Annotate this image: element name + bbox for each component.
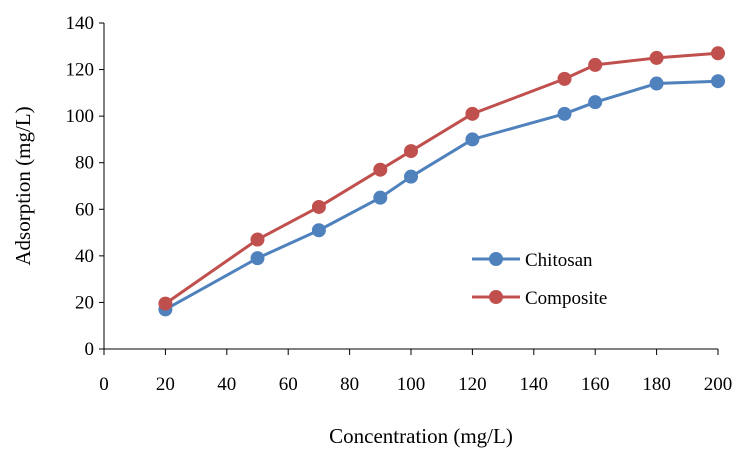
- data-point: [649, 76, 664, 91]
- legend: Chitosan Composite: [472, 250, 607, 309]
- x-tick-label: 120: [458, 374, 487, 395]
- data-point: [465, 132, 480, 147]
- data-point: [711, 74, 725, 89]
- data-point: [557, 106, 572, 121]
- x-tick-label: 180: [642, 374, 671, 395]
- x-tick-label: 100: [397, 374, 426, 395]
- data-point: [373, 190, 388, 205]
- axes: 0 20 40 60 80 100 120 140 0 20 40 60 80 100 120 140 160 1…: [66, 13, 733, 395]
- y-tick-label: 120: [66, 60, 95, 81]
- data-point: [465, 106, 480, 121]
- data-point: [588, 95, 603, 110]
- y-tick-label: 80: [75, 153, 94, 174]
- data-point: [250, 251, 265, 266]
- data-point: [404, 169, 418, 184]
- y-tick-label: 20: [75, 292, 94, 313]
- x-tick-label: 40: [217, 374, 236, 395]
- data-point: [711, 46, 725, 61]
- legend-marker: [489, 290, 503, 304]
- data-point: [404, 144, 418, 159]
- series-line: [164, 79, 719, 311]
- x-tick-label: 60: [279, 374, 298, 395]
- data-point: [373, 162, 388, 177]
- y-tick-label: 140: [66, 13, 95, 34]
- x-tick-label: 140: [520, 374, 549, 395]
- x-tick-label: 0: [99, 374, 109, 395]
- data-point: [588, 57, 603, 72]
- y-tick-label: 0: [85, 339, 95, 360]
- x-tick-label: 20: [156, 374, 175, 395]
- y-tick-label: 100: [66, 106, 95, 127]
- series-line: [164, 51, 719, 305]
- y-axis-title: Adsorption (mg/L): [11, 106, 35, 265]
- x-tick-label: 80: [340, 374, 359, 395]
- series-chitosan: [158, 74, 725, 317]
- data-point: [557, 71, 572, 86]
- series-composite: [158, 46, 725, 311]
- series-group: [158, 46, 725, 317]
- legend-item: Composite: [472, 288, 607, 309]
- legend-item: Chitosan: [472, 250, 593, 271]
- y-tick-label: 60: [75, 199, 94, 220]
- legend-marker: [489, 252, 503, 266]
- x-axis-title: Concentration (mg/L): [329, 424, 513, 448]
- legend-label: Composite: [525, 288, 607, 309]
- legend-label: Chitosan: [525, 250, 593, 271]
- data-point: [311, 199, 326, 214]
- data-point: [311, 223, 326, 238]
- data-point: [250, 232, 265, 247]
- y-tick-label: 40: [75, 246, 94, 267]
- x-tick-label: 160: [581, 374, 610, 395]
- data-point: [649, 50, 664, 65]
- x-tick-label: 200: [704, 374, 733, 395]
- data-point: [158, 296, 173, 311]
